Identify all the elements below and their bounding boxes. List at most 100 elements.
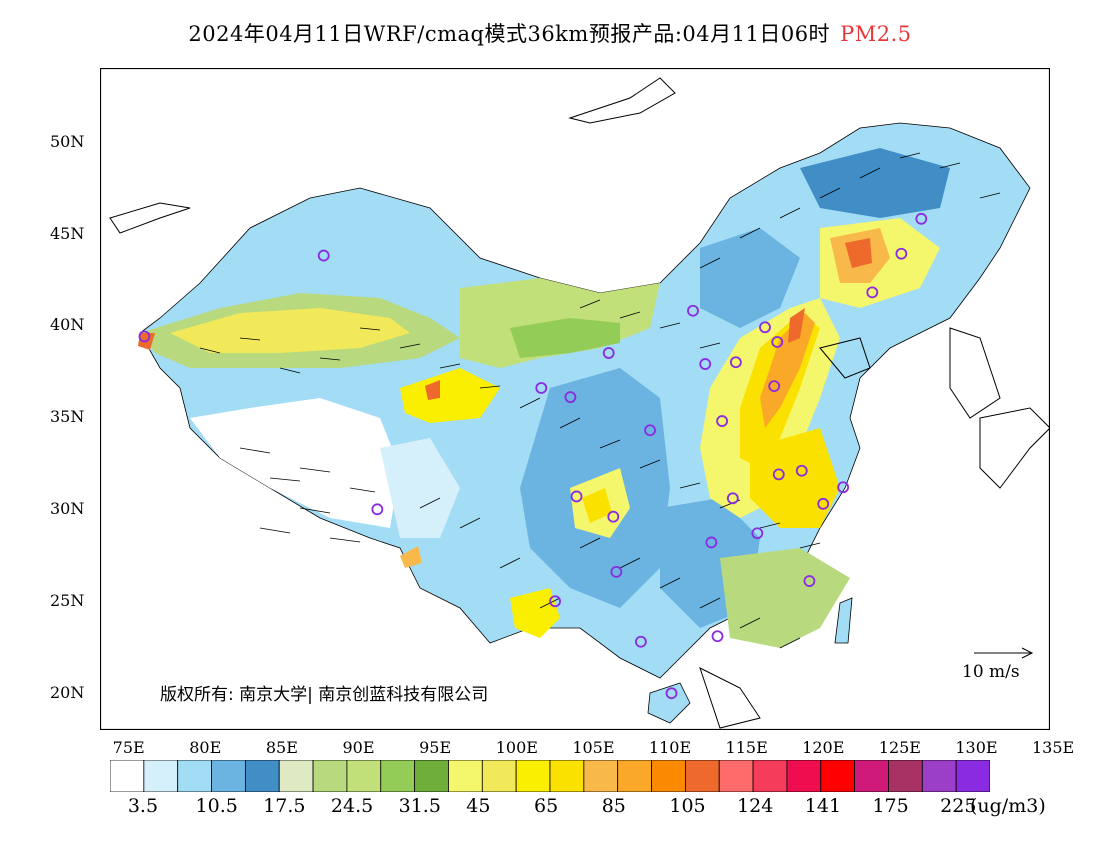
coastlines — [109, 77, 1050, 729]
lat-tick-label: 40N — [50, 315, 85, 335]
colorbar-swatch — [888, 760, 923, 792]
station-marker — [803, 575, 816, 587]
station-marker — [138, 330, 151, 343]
colorbar-swatch — [110, 760, 145, 792]
wind-reference-arrow-icon — [974, 647, 1034, 659]
station-marker — [687, 304, 699, 317]
colorbar-swatch — [380, 760, 416, 792]
lon-tick-label: 130E — [955, 738, 998, 757]
colorbar-swatch — [177, 760, 212, 792]
lon-tick-label: 85E — [265, 738, 298, 757]
colorbar-label: 105 — [669, 795, 706, 817]
station-marker — [895, 247, 908, 260]
colorbar-swatch — [684, 760, 720, 792]
lat-tick-label: 50N — [50, 131, 85, 151]
colorbar-label: 175 — [872, 795, 909, 817]
wind-reference-label: 10 m/s — [962, 662, 1020, 682]
lon-tick-label: 90E — [342, 738, 375, 757]
lon-tick-label: 95E — [419, 738, 452, 757]
station-marker — [564, 391, 577, 404]
station-marker — [549, 595, 561, 608]
lat-tick-label: 45N — [50, 223, 85, 243]
wind-vectors — [199, 152, 1001, 649]
colorbar-label: 31.5 — [398, 795, 441, 817]
page-title: 2024年04月11日WRF/cmaq模式36km预报产品:04月11日06时 P… — [0, 18, 1100, 48]
colorbar-swatch — [143, 760, 179, 792]
station-marker — [795, 464, 808, 477]
colorbar-swatch — [312, 760, 348, 792]
station-marker — [866, 286, 879, 299]
colorbar-swatch — [346, 760, 382, 792]
station-marker — [716, 415, 728, 427]
station-marker — [607, 510, 620, 523]
colorbar-label: 3.5 — [127, 795, 159, 817]
copyright-text: 版权所有: 南京大学| 南京创蓝科技有限公司 — [160, 685, 489, 705]
colorbar — [110, 760, 990, 792]
station-marker — [535, 382, 548, 394]
lat-tick-label: 20N — [50, 683, 85, 703]
station-marker — [602, 347, 615, 359]
title-text: 2024年04月11日WRF/cmaq模式36km预报产品:04月11日06时 — [188, 22, 831, 46]
station-marker — [772, 468, 785, 481]
colorbar-swatch — [854, 760, 889, 792]
lon-tick-label: 125E — [878, 738, 921, 757]
lon-tick-label: 75E — [112, 738, 145, 757]
wind-reference: 10 m/s — [962, 647, 1034, 682]
colorbar-swatch — [820, 760, 856, 792]
colorbar-label: 141 — [804, 795, 842, 817]
station-marker — [317, 249, 330, 262]
colorbar-swatch — [921, 760, 957, 792]
station-markers — [138, 212, 928, 700]
colorbar-label: 65 — [534, 795, 559, 817]
station-marker — [726, 492, 739, 505]
station-marker — [837, 481, 850, 494]
colorbar-swatch — [448, 760, 483, 792]
colorbar-swatch — [786, 760, 822, 792]
lat-tick-label: 30N — [50, 499, 85, 519]
station-marker — [644, 424, 656, 437]
lon-tick-label: 135E — [1032, 738, 1075, 757]
colorbar-swatch — [752, 760, 788, 792]
lon-tick-label: 80E — [189, 738, 222, 757]
colorbar-swatch — [244, 760, 280, 792]
station-marker — [915, 212, 928, 225]
station-marker — [570, 490, 583, 503]
lon-tick-label: 120E — [802, 738, 845, 757]
colorbar-swatch — [211, 760, 246, 792]
colorbar-swatch — [549, 760, 585, 792]
colorbar-label: 10.5 — [195, 795, 238, 817]
colorbar-swatch — [414, 760, 449, 792]
station-marker — [699, 358, 712, 370]
station-marker — [634, 635, 647, 648]
colorbar-swatch — [718, 760, 754, 792]
station-marker — [371, 503, 384, 516]
colorbar-label: 24.5 — [330, 795, 374, 817]
lon-tick-label: 105E — [572, 738, 615, 757]
station-marker — [768, 380, 781, 393]
station-marker — [729, 356, 742, 369]
colorbar-swatch — [515, 760, 551, 792]
station-marker — [610, 565, 623, 578]
colorbar-swatch — [651, 760, 686, 792]
lat-tick-label: 25N — [50, 591, 85, 611]
pm25-map — [100, 68, 1050, 730]
station-marker — [705, 536, 718, 549]
colorbar-label: 45 — [466, 795, 491, 817]
station-marker — [711, 630, 724, 643]
colorbar-swatch — [583, 760, 619, 792]
station-marker — [817, 497, 830, 510]
station-marker — [759, 321, 771, 334]
colorbar-swatch — [278, 760, 314, 792]
lon-tick-label: 100E — [495, 738, 538, 757]
colorbar-units: (ug/m3) — [970, 795, 1046, 817]
colorbar-swatch — [481, 760, 517, 792]
colorbar-label: 225 — [940, 795, 977, 817]
colorbar-swatch — [617, 760, 652, 792]
colorbar-label: 17.5 — [263, 795, 306, 817]
colorbar-swatch — [955, 760, 990, 792]
species-label: PM2.5 — [840, 22, 912, 46]
lat-tick-label: 35N — [50, 407, 85, 427]
concentration-field — [138, 122, 1031, 724]
station-marker — [751, 527, 764, 540]
station-marker — [771, 336, 784, 348]
